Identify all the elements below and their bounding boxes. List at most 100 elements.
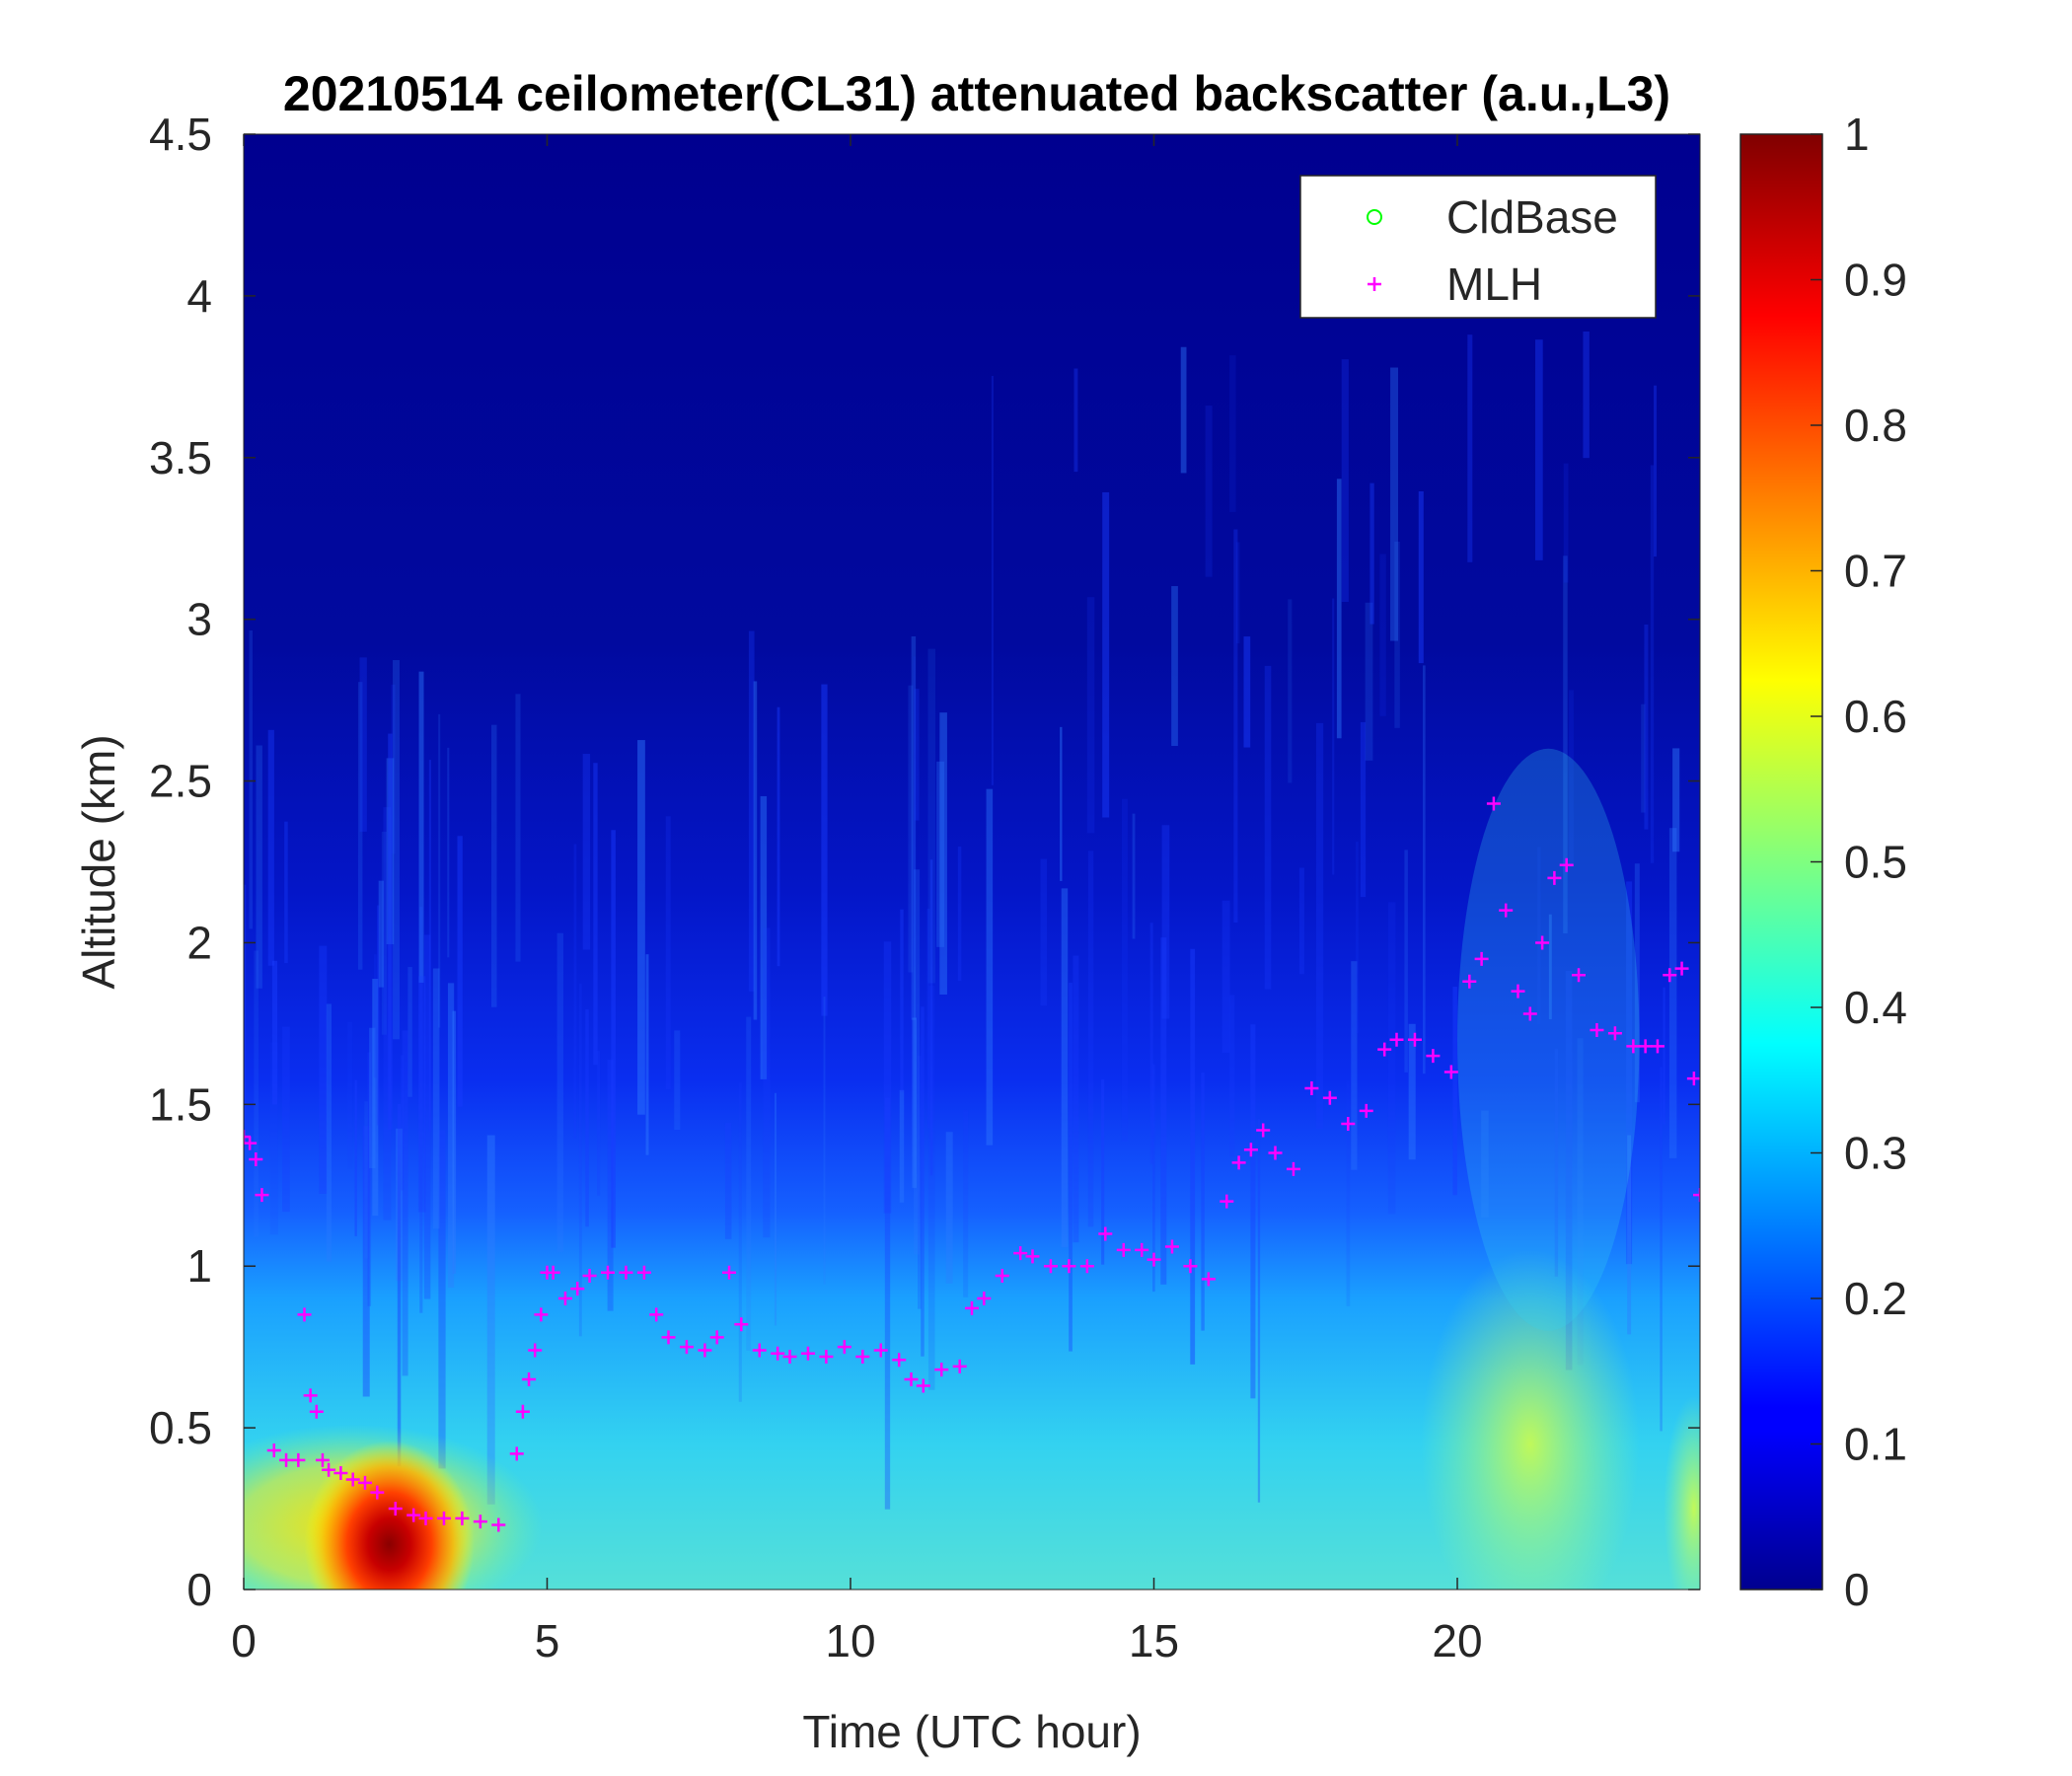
heatmap-streak <box>284 821 288 964</box>
heatmap-streak <box>1332 598 1335 875</box>
heatmap-streak <box>1288 599 1293 783</box>
mlh-point <box>619 1265 633 1280</box>
mlh-point <box>1674 961 1689 976</box>
mlh-point <box>965 1300 979 1315</box>
heatmap-streak <box>256 745 262 989</box>
heatmap-yellow-region <box>1664 1395 1700 1590</box>
heatmap-streak <box>418 671 424 983</box>
heatmap-streak <box>1160 937 1167 1285</box>
mlh-point <box>534 1307 549 1322</box>
mlh-point <box>1147 1252 1161 1267</box>
heatmap-streak <box>326 1003 332 1262</box>
mlh-point <box>1522 1006 1537 1021</box>
mlh-point <box>473 1515 487 1529</box>
plot-frame <box>243 133 1701 1591</box>
legend: CldBase MLH <box>1299 175 1657 319</box>
heatmap-streak <box>927 985 935 1390</box>
heatmap-streak <box>269 1042 278 1235</box>
mlh-point <box>279 1452 294 1467</box>
heatmap-streak <box>1404 850 1408 1073</box>
heatmap-streak <box>1565 971 1573 1370</box>
mlh-point <box>522 1371 537 1386</box>
heatmap-streak <box>457 836 463 1107</box>
heatmap-streak <box>777 706 780 967</box>
y-axis-label: Altitude (km) <box>73 734 124 989</box>
heatmap-streak <box>1548 914 1552 1020</box>
x-axis: 0 5 10 15 20 <box>231 134 1483 1666</box>
heatmap-streak <box>1236 542 1240 644</box>
heatmap-streak <box>357 682 363 970</box>
mlh-point <box>1590 1022 1604 1037</box>
heatmap-streak <box>386 758 395 945</box>
mlh-point <box>1013 1246 1028 1261</box>
mlh-point <box>1079 1259 1094 1274</box>
mlh-point <box>1164 1239 1179 1254</box>
mlh-point <box>1025 1249 1040 1264</box>
heatmap-streak <box>1073 955 1079 1243</box>
mlh-point <box>1407 1032 1422 1047</box>
mlh-point <box>819 1350 834 1364</box>
heatmap-streak <box>377 905 380 1126</box>
heatmap-streak <box>1418 490 1424 664</box>
heatmap-streaks <box>244 332 1680 1510</box>
heatmap-streak <box>1161 825 1170 1019</box>
mlh-point <box>873 1343 888 1358</box>
heatmap-streak <box>1672 748 1680 852</box>
mlh-point <box>698 1343 712 1358</box>
mlh-point <box>1511 984 1525 999</box>
mlh-point <box>752 1343 767 1358</box>
mlh-point <box>509 1446 524 1461</box>
heatmap-streak <box>986 788 994 1146</box>
mlh-point <box>1256 1123 1271 1138</box>
heatmap-streak <box>1569 690 1574 867</box>
heatmap-streak <box>1152 1064 1155 1293</box>
heatmap-streak <box>423 934 431 1299</box>
heatmap-streak <box>401 1055 405 1191</box>
heatmap-streak <box>746 1016 752 1351</box>
heatmap-streak <box>753 681 758 1020</box>
heatmap-streak <box>244 884 247 1131</box>
mlh-point <box>1607 1026 1622 1041</box>
y-tick-label: 0.5 <box>149 1402 212 1453</box>
y-tick-label: 4.5 <box>149 109 212 160</box>
heatmap-streak <box>939 712 947 995</box>
heatmap-streak <box>597 1050 601 1196</box>
chart-title: 20210514 ceilometer(CL31) attenuated bac… <box>283 66 1670 121</box>
heatmap-streak <box>1257 1118 1261 1503</box>
heatmap-streak <box>397 1103 402 1467</box>
heatmap-streak <box>1351 961 1358 1170</box>
heatmap-streak <box>319 945 328 1194</box>
mlh-point <box>557 1292 572 1305</box>
colorbar-tick-label: 1 <box>1844 109 1870 160</box>
mlh-point <box>1389 1032 1404 1047</box>
mlh-point <box>1462 974 1477 989</box>
y-tick-label: 4 <box>186 270 212 322</box>
heatmap-streak <box>417 976 426 1213</box>
mlh-point <box>679 1340 694 1355</box>
heatmap-streak <box>645 954 649 1155</box>
heatmap-streak <box>372 979 379 1217</box>
mlh-point <box>855 1350 870 1364</box>
heatmap-streak <box>774 1092 777 1326</box>
mlh-point <box>1638 1039 1653 1054</box>
x-tick-label: 20 <box>1432 1615 1482 1666</box>
colorbar-tick-label: 0.7 <box>1844 546 1907 597</box>
heatmap-streak <box>927 648 936 984</box>
mlh-point <box>1535 935 1550 950</box>
mlh-point <box>455 1511 470 1525</box>
mlh-point <box>244 1130 251 1145</box>
heatmap-streak <box>402 1030 408 1376</box>
heatmap-streak <box>271 960 278 1105</box>
mlh-point <box>800 1346 815 1361</box>
heatmap-streak <box>1390 367 1398 641</box>
heatmap-streak <box>438 1130 446 1469</box>
mlh-point <box>491 1517 506 1532</box>
mlh-point <box>1220 1194 1234 1209</box>
heatmap-streak <box>347 1021 353 1169</box>
mlh-point <box>1322 1090 1337 1105</box>
mlh-point <box>345 1472 360 1487</box>
heatmap-streak <box>1641 703 1646 813</box>
colorbar-tick-label: 0.2 <box>1844 1273 1907 1324</box>
heatmap-streak <box>447 747 450 958</box>
heatmap-streak <box>821 684 828 1016</box>
